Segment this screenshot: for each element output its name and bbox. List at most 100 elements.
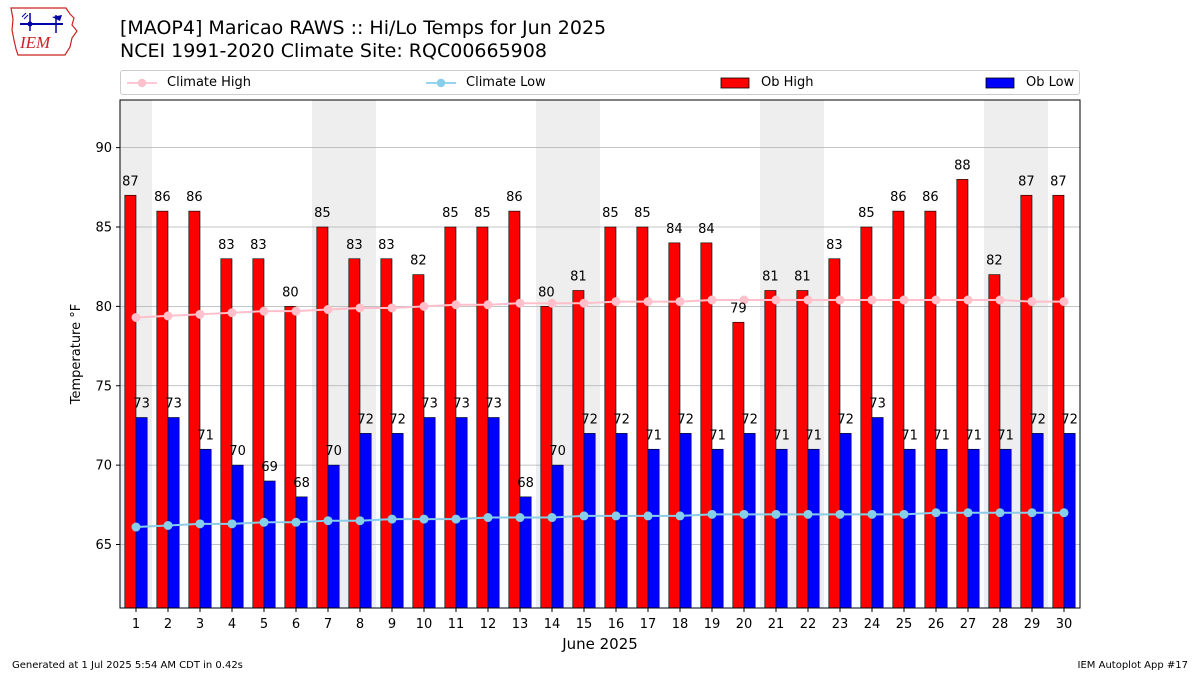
bar-value-labels: 87 73 86 73 86 71 83 70 83 69 80 68 85 70 83 72 83 72 82 73… <box>122 158 1078 491</box>
ob-low-bar-6 <box>295 496 308 609</box>
climate-high-point-18 <box>675 297 685 307</box>
ob-low-label-3: 71 <box>197 428 214 443</box>
ob-high-label-26: 86 <box>922 190 939 205</box>
y-tick-label-70: 70 <box>95 459 112 474</box>
ob-high-bar-21 <box>764 290 777 609</box>
climate-low-point-17 <box>643 511 653 521</box>
legend-climate-high-swatch <box>127 78 157 87</box>
ob-low-bar-23 <box>839 433 852 609</box>
x-tick-label-17: 17 <box>640 617 657 632</box>
climate-high-point-3 <box>195 309 205 319</box>
ob-high-bar-24 <box>860 226 873 609</box>
climate-low-point-1 <box>131 522 141 532</box>
legend-item-climate-low: Climate Low <box>424 71 546 94</box>
x-tick-label-26: 26 <box>928 617 945 632</box>
x-tick-label-3: 3 <box>196 617 204 632</box>
legend-item-ob-high: Ob High <box>719 71 814 94</box>
legend-ob-low-swatch <box>985 77 1015 88</box>
legend: Climate High Climate Low Ob High Ob Low <box>120 70 1080 95</box>
climate-high-point-17 <box>643 297 653 307</box>
bars <box>124 179 1076 609</box>
ob-low-label-5: 69 <box>261 460 278 475</box>
climate-high-point-9 <box>387 303 397 313</box>
climate-low-point-19 <box>707 509 717 519</box>
climate-low-point-14 <box>547 513 557 523</box>
ob-low-label-26: 71 <box>933 428 950 443</box>
ob-high-bar-17 <box>636 226 649 609</box>
ob-high-label-4: 83 <box>218 238 235 253</box>
ob-low-bar-14 <box>551 464 564 609</box>
climate-high-point-7 <box>323 305 333 315</box>
ob-low-label-20: 72 <box>741 412 758 427</box>
climate-low-point-25 <box>899 509 909 519</box>
y-tick-label-75: 75 <box>95 379 112 394</box>
ob-low-bar-18 <box>679 433 692 609</box>
ob-low-label-28: 71 <box>997 428 1014 443</box>
x-tick-label-22: 22 <box>800 617 817 632</box>
y-tick-label-85: 85 <box>95 221 112 236</box>
ob-low-label-9: 72 <box>389 412 406 427</box>
ob-low-bar-5 <box>263 480 276 609</box>
legend-ob-low-label: Ob Low <box>1026 75 1075 90</box>
x-tick-label-4: 4 <box>228 617 236 632</box>
climate-low-point-11 <box>451 514 461 524</box>
x-tick-label-16: 16 <box>608 617 625 632</box>
ob-high-label-23: 83 <box>826 238 843 253</box>
x-tick-label-25: 25 <box>896 617 913 632</box>
climate-high-point-30 <box>1059 297 1069 307</box>
climate-high-point-14 <box>547 298 557 308</box>
ob-high-label-17: 85 <box>634 206 651 221</box>
ob-high-bar-29 <box>1020 194 1033 609</box>
climate-high-point-2 <box>163 311 173 321</box>
ob-low-bar-16 <box>615 433 628 609</box>
ob-high-label-19: 84 <box>698 222 715 237</box>
x-tick-label-29: 29 <box>1024 617 1041 632</box>
climate-low-point-8 <box>355 516 365 526</box>
ob-low-bar-28 <box>999 448 1012 609</box>
x-tick-label-1: 1 <box>132 617 140 632</box>
climate-high-point-19 <box>707 295 717 305</box>
legend-item-ob-low: Ob Low <box>984 71 1074 94</box>
x-tick-label-23: 23 <box>832 617 849 632</box>
ob-low-bar-15 <box>583 433 596 609</box>
ob-high-bar-20 <box>732 321 745 609</box>
ob-low-bar-25 <box>903 448 916 609</box>
ob-high-bar-10 <box>412 274 425 609</box>
climate-low-point-24 <box>867 509 877 519</box>
ob-high-label-24: 85 <box>858 206 875 221</box>
ob-high-label-1: 87 <box>122 174 139 189</box>
legend-climate-low-swatch <box>426 78 456 87</box>
climate-low-point-4 <box>227 519 237 529</box>
x-tick-label-6: 6 <box>292 617 300 632</box>
ob-low-bar-1 <box>135 417 148 609</box>
climate-high-line <box>135 299 1064 319</box>
climate-low-point-3 <box>195 519 205 529</box>
ob-low-bar-22 <box>807 448 820 609</box>
climate-low-point-2 <box>163 520 173 530</box>
ob-high-bar-30 <box>1052 194 1065 609</box>
ob-low-bar-30 <box>1063 433 1076 609</box>
climate-high-point-4 <box>227 308 237 318</box>
climate-low-point-16 <box>611 511 621 521</box>
ob-low-bar-10 <box>423 417 436 609</box>
ob-high-bar-13 <box>508 210 521 609</box>
ob-high-label-11: 85 <box>442 206 459 221</box>
climate-high-point-5 <box>259 306 269 316</box>
ob-high-bar-12 <box>476 226 489 609</box>
ob-high-label-16: 85 <box>602 206 619 221</box>
y-tick-label-80: 80 <box>95 300 112 315</box>
ob-low-label-10: 73 <box>421 397 438 412</box>
climate-high-point-15 <box>579 298 589 308</box>
x-tick-label-9: 9 <box>388 617 396 632</box>
ob-low-label-13: 68 <box>517 476 534 491</box>
ob-low-label-24: 73 <box>869 397 886 412</box>
footer-generated: Generated at 1 Jul 2025 5:54 AM CDT in 0… <box>12 660 243 671</box>
ob-high-bar-7 <box>316 226 329 609</box>
climate-low-point-23 <box>835 509 845 519</box>
climate-high-point-28 <box>995 295 1005 305</box>
ob-high-label-29: 87 <box>1018 174 1035 189</box>
ob-high-bar-23 <box>828 258 841 609</box>
chart-subtitle: NCEI 1991-2020 Climate Site: RQC00665908 <box>120 40 547 62</box>
